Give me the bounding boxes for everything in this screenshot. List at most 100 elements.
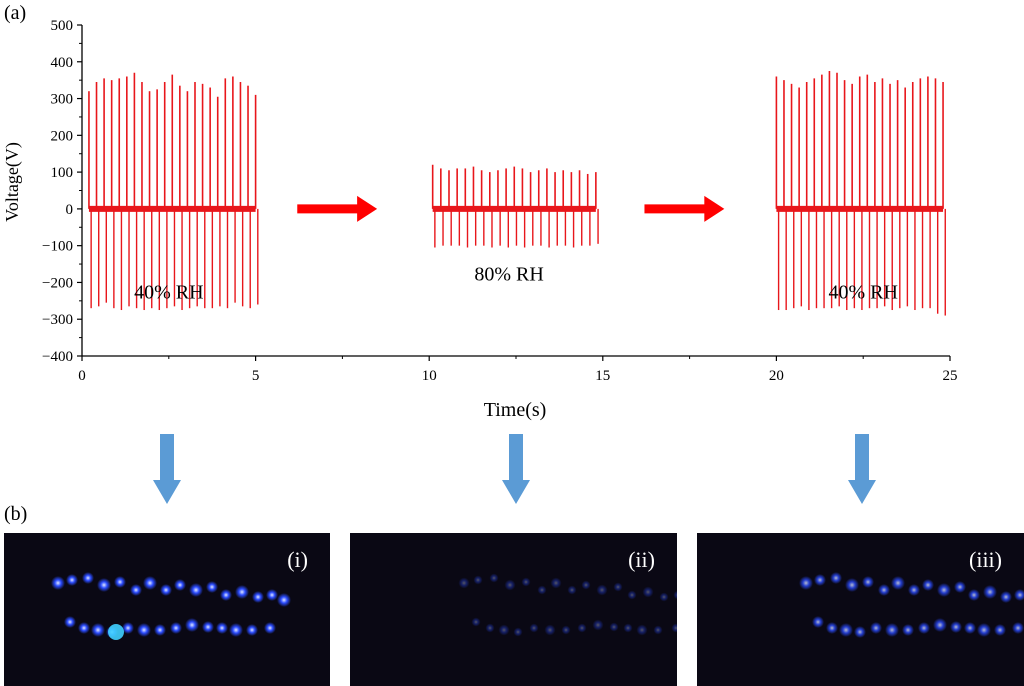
y-tick-label: 200 (51, 128, 74, 144)
down-arrows (153, 434, 876, 504)
led-light (266, 589, 278, 601)
led-light (799, 576, 813, 590)
voltage-signal: 40% RH 80% RH 40% RH (88, 70, 946, 316)
led-light (174, 579, 186, 591)
led-light (1012, 622, 1024, 634)
led-light (613, 582, 623, 592)
led-light (653, 625, 663, 635)
led-light (154, 624, 166, 636)
led-light (581, 580, 591, 590)
led-light (216, 622, 228, 634)
led-light (854, 626, 866, 638)
photo-tag-ii: (ii) (628, 547, 655, 572)
led-array-i (51, 572, 291, 640)
led-light (839, 623, 853, 637)
led-light (609, 622, 619, 632)
y-tick-label: −100 (42, 239, 73, 255)
segment-label: 40% RH (828, 282, 897, 304)
signal-segment-3: 40% RH (775, 70, 946, 316)
led-light (264, 622, 276, 634)
led-light (596, 584, 608, 596)
signal-segment-1: 40% RH (88, 72, 259, 311)
led-light (202, 621, 214, 633)
led-light (937, 583, 951, 597)
led-light (983, 585, 997, 599)
led-light (78, 622, 90, 634)
led-light (671, 623, 677, 633)
led-light (122, 622, 134, 634)
y-tick-label: 300 (51, 92, 74, 108)
led-light (160, 584, 172, 596)
led-light (137, 623, 151, 637)
segment-label: 80% RH (474, 263, 543, 285)
led-light (550, 577, 562, 589)
led-light (521, 577, 531, 587)
down-arrow (848, 434, 876, 504)
led-light (891, 576, 905, 590)
led-light (623, 623, 633, 633)
chart-axes: −400 −300 −200 −100 0 100 200 300 400 500 0 5 10 15 20… (42, 18, 957, 384)
led-light (918, 622, 930, 634)
x-tick-label: 10 (422, 368, 437, 384)
led-light (933, 618, 947, 632)
led-light (902, 624, 914, 636)
led-light (870, 622, 882, 634)
led-light (1000, 591, 1012, 603)
y-axis-label: Voltage(V) (2, 142, 23, 222)
led-light (544, 624, 556, 636)
x-tick-label: 20 (769, 368, 784, 384)
y-tick-label: 400 (51, 55, 74, 71)
led-light (130, 584, 142, 596)
led-light (97, 578, 111, 592)
led-light (592, 619, 604, 631)
led-light (143, 576, 157, 590)
led-light (659, 592, 669, 602)
led-light (977, 623, 991, 637)
led-light (64, 616, 76, 628)
led-light (66, 574, 78, 586)
led-light (246, 624, 258, 636)
led-light (636, 624, 648, 636)
led-light-bright (108, 624, 124, 640)
x-axis-label: Time(s) (484, 399, 547, 421)
led-light (485, 623, 495, 633)
led-light (878, 584, 890, 596)
led-light (206, 581, 218, 593)
led-light (82, 572, 94, 584)
led-light (489, 573, 499, 583)
led-light (627, 590, 637, 600)
led-array-iii (799, 572, 1024, 638)
y-tick-label: 500 (51, 18, 74, 34)
led-light (812, 616, 824, 628)
photo-tag-i: (i) (287, 547, 308, 572)
segment-label: 40% RH (134, 282, 203, 304)
led-light (964, 622, 976, 634)
led-light (91, 623, 105, 637)
led-light (845, 578, 859, 592)
led-light (642, 586, 654, 598)
led-light (473, 575, 483, 585)
photo-iii: (iii) (697, 533, 1024, 686)
led-light (885, 623, 899, 637)
x-tick-label: 0 (78, 368, 86, 384)
transition-arrows (297, 195, 725, 222)
led-light (830, 572, 842, 584)
led-light (529, 623, 539, 633)
led-light (826, 622, 838, 634)
led-light (954, 581, 966, 593)
photo-tag-iii: (iii) (969, 547, 1002, 572)
y-tick-label: −300 (42, 312, 73, 328)
led-light (908, 584, 920, 596)
led-light (1014, 589, 1024, 601)
led-light (968, 589, 980, 601)
transition-arrow (297, 195, 378, 222)
y-tick-label: −400 (42, 349, 73, 365)
led-light (220, 589, 232, 601)
photo-i: (i) (4, 533, 330, 686)
x-tick-label: 5 (252, 368, 260, 384)
led-light (185, 618, 199, 632)
x-tick-label: 15 (595, 368, 610, 384)
led-light (252, 591, 264, 603)
led-light (51, 576, 65, 590)
led-light (537, 585, 547, 595)
